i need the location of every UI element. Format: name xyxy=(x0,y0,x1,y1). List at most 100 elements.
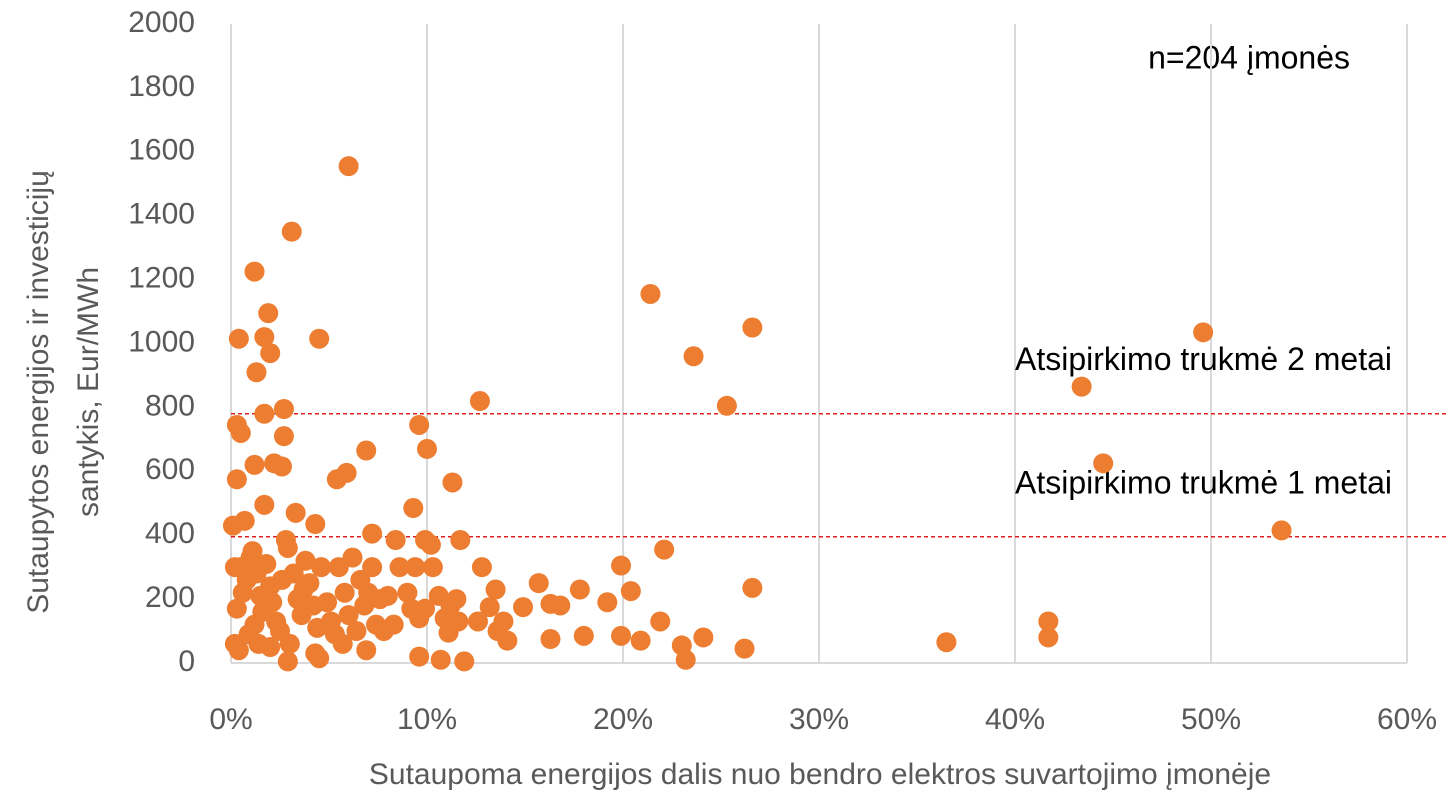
point xyxy=(334,582,355,603)
point xyxy=(467,611,488,632)
point xyxy=(487,621,508,642)
point xyxy=(611,625,632,646)
point xyxy=(397,582,418,603)
point xyxy=(430,649,451,670)
point xyxy=(356,440,377,461)
point xyxy=(485,579,506,600)
y-tick-label: 0 xyxy=(178,645,195,678)
point xyxy=(1271,520,1292,541)
point xyxy=(936,632,957,653)
point xyxy=(293,579,314,600)
point xyxy=(417,438,437,459)
point xyxy=(342,547,363,568)
point xyxy=(409,414,430,435)
reference-label: Atsipirkimo trukmė 2 metai xyxy=(1015,341,1392,377)
y-tick-label: 1800 xyxy=(128,70,195,103)
y-tick-label: 600 xyxy=(145,453,195,486)
point xyxy=(242,541,263,562)
point xyxy=(305,514,326,535)
point xyxy=(283,563,304,584)
point xyxy=(244,614,265,635)
point xyxy=(362,557,383,578)
y-tick-label: 1200 xyxy=(128,262,195,295)
point xyxy=(246,362,267,383)
point xyxy=(1093,453,1114,474)
x-tick-label: 0% xyxy=(209,703,252,736)
point xyxy=(742,577,763,598)
point xyxy=(377,585,398,606)
point xyxy=(226,469,247,490)
point xyxy=(540,629,561,650)
point xyxy=(273,398,294,419)
point xyxy=(597,592,618,613)
x-tick-label: 40% xyxy=(985,703,1045,736)
point xyxy=(254,327,275,348)
reference-label: Atsipirkimo trukmė 1 metai xyxy=(1015,464,1392,500)
point xyxy=(573,625,594,646)
x-tick-label: 50% xyxy=(1181,703,1241,736)
point xyxy=(513,597,534,618)
point xyxy=(271,456,292,477)
point xyxy=(346,621,367,642)
point xyxy=(469,391,490,412)
point xyxy=(1038,611,1059,632)
point xyxy=(332,633,353,654)
point xyxy=(403,498,424,519)
point xyxy=(326,469,347,490)
point xyxy=(675,649,696,670)
point xyxy=(311,557,332,578)
point xyxy=(362,523,383,544)
point xyxy=(693,627,714,648)
point xyxy=(338,156,359,177)
point xyxy=(442,472,463,493)
point xyxy=(277,537,298,558)
y-tick-label: 2000 xyxy=(128,6,195,39)
point xyxy=(273,426,294,447)
point xyxy=(1038,627,1059,648)
point xyxy=(254,403,275,424)
point xyxy=(448,611,469,632)
x-axis-label: Sutaupoma energijos dalis nuo bendro ele… xyxy=(369,758,1271,791)
y-tick-label: 1000 xyxy=(128,325,195,358)
point xyxy=(550,595,571,616)
point xyxy=(262,592,283,613)
point xyxy=(295,550,316,571)
x-tick-label: 60% xyxy=(1377,703,1437,736)
point xyxy=(479,597,500,618)
x-tick-label: 30% xyxy=(789,703,849,736)
point xyxy=(256,553,277,574)
point xyxy=(389,557,410,578)
point xyxy=(630,630,651,651)
point xyxy=(528,573,549,594)
x-tick-label: 20% xyxy=(593,703,653,736)
point xyxy=(415,598,436,619)
point xyxy=(248,633,269,654)
point xyxy=(228,328,249,349)
point xyxy=(260,343,281,364)
point xyxy=(285,502,306,523)
point xyxy=(234,510,255,531)
point xyxy=(620,581,641,602)
point xyxy=(224,633,245,654)
point xyxy=(373,621,394,642)
y-tick-label: 1600 xyxy=(128,134,195,167)
point xyxy=(409,646,430,667)
point xyxy=(230,422,251,443)
point xyxy=(279,633,300,654)
point xyxy=(244,454,265,475)
point xyxy=(258,303,279,324)
y-tick-label: 1400 xyxy=(128,198,195,231)
point xyxy=(415,529,436,550)
y-axis-label: Sutaupytos energijos ir investicijų xyxy=(22,170,55,614)
point xyxy=(1193,322,1214,343)
point xyxy=(716,395,737,416)
point xyxy=(277,651,298,672)
point xyxy=(450,529,471,550)
point xyxy=(356,640,377,661)
y-tick-label: 200 xyxy=(145,581,195,614)
point xyxy=(405,557,426,578)
point xyxy=(244,261,265,282)
point xyxy=(338,605,359,626)
y-axis-label: santykis, Eur/MWh xyxy=(72,267,105,517)
